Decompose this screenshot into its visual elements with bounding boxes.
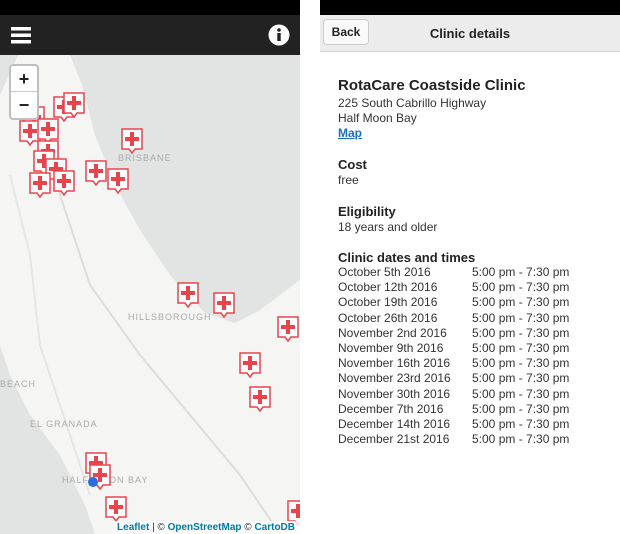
clinic-time: 5:00 pm - 7:30 pm	[472, 341, 570, 355]
marker-cross	[281, 325, 295, 329]
details-header: Back Clinic details	[320, 15, 620, 52]
place-label: BEACH	[0, 379, 36, 389]
copyright: ©	[244, 522, 252, 533]
clinic-time: 5:00 pm - 7:30 pm	[472, 265, 570, 279]
marker-cross	[57, 179, 71, 183]
marker-cross	[37, 159, 51, 163]
marker-cross	[41, 127, 55, 131]
clinic-date: November 23rd 2016	[338, 371, 451, 386]
map-toolbar	[0, 15, 300, 55]
bay	[18, 55, 300, 317]
eligibility: 18 years and older	[338, 220, 438, 234]
address-line: Half Moon Bay	[338, 111, 417, 125]
marker-cross	[89, 169, 103, 173]
details-screen: Back Clinic details RotaCare Coastside C…	[320, 0, 620, 534]
clinic-time: 5:00 pm - 7:30 pm	[472, 401, 570, 416]
marker-cross	[109, 505, 123, 509]
cost: free	[338, 173, 359, 187]
map-link[interactable]: Map	[338, 126, 362, 140]
clinic-marker[interactable]	[105, 496, 127, 523]
osm-link[interactable]: OpenStreetMap	[167, 522, 242, 533]
place-label: EL GRANADA	[30, 419, 98, 429]
marker-cross	[93, 473, 107, 477]
place-label: BRISBANE	[118, 153, 172, 163]
clinic-marker[interactable]	[249, 386, 271, 413]
eligibility-label: Eligibility	[338, 204, 396, 219]
clinic-marker[interactable]	[37, 118, 59, 145]
clinic-name: RotaCare Coastside Clinic	[338, 77, 526, 94]
marker-cross	[33, 181, 47, 185]
zoom-in[interactable]: +	[11, 66, 37, 92]
cartodb-link[interactable]: CartoDB	[254, 522, 295, 533]
clinic-marker[interactable]	[239, 352, 261, 379]
clinic-time: 5:00 pm - 7:30 pm	[472, 417, 570, 431]
zoom-out[interactable]: −	[18, 95, 30, 115]
marker-cross	[243, 361, 257, 365]
menu-icon[interactable]	[11, 27, 31, 44]
clinic-date: October 26th 2016	[338, 310, 438, 325]
back-button[interactable]: Back	[323, 19, 369, 45]
clinic-date: December 14th 2016	[338, 417, 451, 431]
marker-cross	[253, 395, 267, 399]
clinic-marker[interactable]	[63, 92, 85, 119]
marker-cross	[217, 301, 231, 305]
clinic-time: 5:00 pm - 7:30 pm	[472, 432, 570, 447]
marker-cross	[111, 177, 125, 181]
clinic-time: 5:00 pm - 7:30 pm	[472, 310, 570, 325]
zoom-control: + −	[9, 64, 39, 120]
clinic-marker[interactable]	[277, 316, 299, 343]
clinic-marker[interactable]	[121, 128, 143, 155]
land	[0, 55, 300, 534]
clinic-date: December 7th 2016	[338, 401, 444, 416]
road	[39, 114, 281, 534]
dates-label: Clinic dates and times	[338, 250, 476, 265]
clinic-time: 5:00 pm - 7:30 pm	[472, 356, 570, 371]
clinic-date: November 16th 2016	[338, 356, 451, 371]
cost-label: Cost	[338, 157, 367, 172]
status-bar	[320, 0, 620, 15]
address-line: 225 South Cabrillo Highway	[338, 96, 487, 110]
marker-cross	[89, 461, 103, 465]
clinic-time: 5:00 pm - 7:30 pm	[472, 280, 570, 295]
marker-cross	[67, 101, 81, 105]
clinic-time: 5:00 pm - 7:30 pm	[472, 325, 570, 340]
clinic-marker[interactable]	[177, 282, 199, 309]
clinic-time: 5:00 pm - 7:30 pm	[472, 371, 570, 386]
place-label: HILLSBOROUGH	[128, 312, 212, 322]
leaflet-link[interactable]: Leaflet	[117, 522, 150, 533]
clinic-marker[interactable]	[29, 172, 51, 199]
marker-cross	[49, 167, 63, 171]
clinic-marker[interactable]	[85, 160, 107, 187]
marker-cross	[23, 129, 37, 133]
marker-cross	[291, 509, 300, 513]
clinic-marker[interactable]	[53, 170, 75, 197]
info-icon[interactable]	[268, 24, 290, 46]
clinic-marker[interactable]	[213, 292, 235, 319]
separator: | ©	[152, 522, 165, 533]
clinic-date: November 2nd 2016	[338, 325, 447, 340]
clinic-date: October 12th 2016	[338, 280, 438, 295]
status-bar	[0, 0, 300, 15]
clinic-time: 5:00 pm - 7:30 pm	[472, 295, 570, 310]
clinic-date: October 19th 2016	[338, 295, 438, 310]
attribution: Leaflet | © OpenStreetMap © CartoDB	[112, 521, 300, 534]
clinic-date: December 21st 2016	[338, 432, 450, 447]
clinic-date: October 5th 2016	[338, 265, 431, 279]
clinic-time: 5:00 pm - 7:30 pm	[472, 386, 570, 401]
clinic-date: November 30th 2016	[338, 386, 451, 401]
clinic-marker[interactable]	[107, 168, 129, 195]
clinic-date: November 9th 2016	[338, 341, 444, 355]
marker-cross	[125, 137, 139, 141]
marker-cross	[181, 291, 195, 295]
location-dot	[88, 477, 98, 487]
road	[9, 174, 91, 496]
map-screen: BRISBANE HILLSBOROUGH BEACH EL GRANADA HALF …	[0, 0, 300, 534]
header-title: Clinic details	[429, 26, 511, 41]
clinic-marker[interactable]	[19, 120, 41, 147]
